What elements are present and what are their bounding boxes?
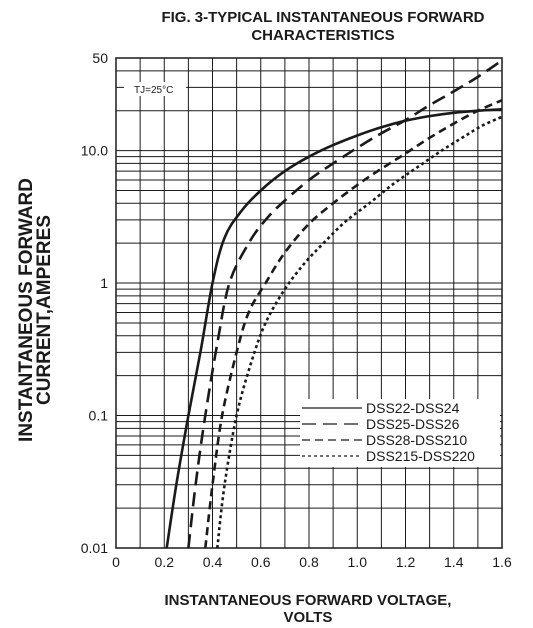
x-tick-label: 1.0 bbox=[348, 554, 368, 570]
series-curves bbox=[165, 59, 503, 549]
series-line-4 bbox=[216, 115, 503, 549]
temperature-annotation: TJ=25°C bbox=[134, 85, 173, 96]
tick-labels: 0 0.2 0.4 0.6 0.8 1.0 1.2 1.4 1.6 50 10.0 1 0.1 0.01 bbox=[81, 50, 512, 570]
x-tick-label: 0.4 bbox=[203, 554, 223, 570]
legend-label-3: DSS28-DSS210 bbox=[366, 432, 467, 448]
grid bbox=[115, 57, 503, 549]
plot-frame bbox=[115, 57, 503, 549]
legend: DSS22-DSS24DSS25-DSS26DSS28-DSS210DSS215… bbox=[302, 400, 475, 464]
x-tick-label: 0.6 bbox=[251, 554, 271, 570]
y-tick-label: 0.1 bbox=[89, 408, 109, 424]
legend-label-1: DSS22-DSS24 bbox=[366, 400, 460, 416]
series-line-2 bbox=[187, 59, 503, 549]
chart-title-line2: CHARACTERISTICS bbox=[251, 27, 394, 44]
legend-label-2: DSS25-DSS26 bbox=[366, 416, 460, 432]
annotation-background bbox=[124, 82, 186, 96]
legend-label-4: DSS215-DSS220 bbox=[366, 448, 475, 464]
chart-title-line1: FIG. 3-TYPICAL INSTANTANEOUS FORWARD bbox=[161, 9, 484, 26]
y-axis-label-line1: INSTANTANEOUS FORWARD bbox=[16, 178, 37, 442]
x-tick-label: 0.2 bbox=[155, 554, 175, 570]
y-tick-label: 10.0 bbox=[81, 143, 108, 159]
series-line-3 bbox=[204, 99, 503, 549]
x-tick-label: 1.4 bbox=[444, 554, 464, 570]
x-tick-label: 0.8 bbox=[299, 554, 319, 570]
series-line-1 bbox=[165, 108, 503, 549]
x-axis-label-line1: INSTANTANEOUS FORWARD VOLTAGE, bbox=[165, 592, 452, 609]
y-tick-label: 0.01 bbox=[81, 540, 108, 556]
x-axis-label-line2: VOLTS bbox=[284, 609, 333, 626]
y-axis-label-line2: CURRENT,AMPERES bbox=[34, 215, 55, 405]
x-tick-label: 0 bbox=[112, 554, 120, 570]
y-tick-label: 50 bbox=[92, 50, 108, 66]
x-tick-label: 1.2 bbox=[396, 554, 416, 570]
y-tick-label: 1 bbox=[100, 275, 108, 291]
x-tick-label: 1.6 bbox=[492, 554, 512, 570]
